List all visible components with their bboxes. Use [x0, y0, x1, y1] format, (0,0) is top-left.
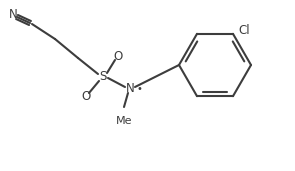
Text: Me: Me: [116, 116, 132, 126]
Text: N: N: [126, 82, 135, 95]
Text: O: O: [81, 90, 91, 103]
Text: Cl: Cl: [238, 24, 250, 37]
Text: O: O: [113, 49, 123, 62]
Text: N: N: [9, 9, 17, 22]
Text: •: •: [136, 84, 142, 94]
Text: S: S: [99, 70, 107, 83]
